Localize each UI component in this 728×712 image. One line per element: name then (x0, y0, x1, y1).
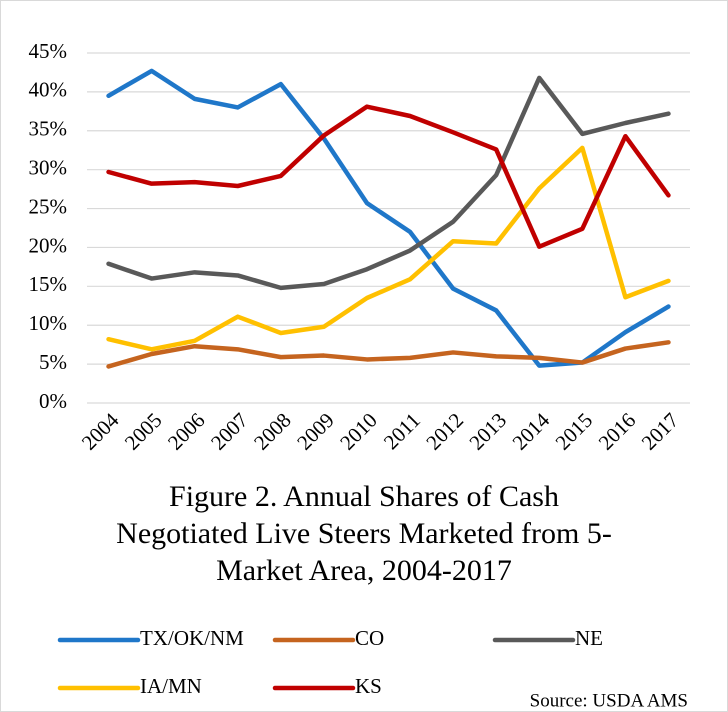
x-tick-label: 2009 (292, 408, 339, 455)
legend-label: NE (575, 626, 603, 650)
x-tick-label: 2013 (464, 408, 511, 455)
series-line (106, 104, 671, 249)
x-tick-label: 2015 (551, 408, 598, 455)
series-line (106, 340, 671, 369)
x-tick-label: 2017 (637, 408, 684, 455)
legend-label: CO (355, 626, 384, 650)
series-line (106, 68, 671, 368)
y-tick-label: 5% (39, 350, 67, 374)
x-tick-label: 2011 (379, 408, 425, 454)
source-note: Source: USDA AMS (530, 690, 688, 711)
x-tick-label: 2005 (120, 408, 167, 455)
x-tick-label: 2016 (594, 408, 641, 455)
chart-title: Figure 2. Annual Shares of Cash Negotiat… (116, 480, 612, 587)
y-tick-label: 45% (29, 39, 68, 63)
legend-label: TX/OK/NM (140, 626, 244, 650)
y-tick-label: 10% (29, 311, 68, 335)
legend-label: KS (355, 674, 382, 698)
y-tick-label: 35% (29, 117, 68, 141)
x-tick-label: 2008 (249, 408, 296, 455)
x-tick-label: 2004 (77, 408, 124, 455)
y-tick-label: 0% (39, 389, 67, 413)
legend-label: IA/MN (140, 674, 202, 698)
y-tick-label: 15% (29, 272, 68, 296)
x-tick-label: 2006 (163, 408, 210, 455)
y-tick-label: 40% (29, 78, 68, 102)
series-line (106, 75, 671, 291)
x-tick-label: 2014 (508, 408, 555, 455)
y-tick-label: 30% (29, 155, 68, 179)
x-tick-label: 2012 (421, 408, 468, 455)
x-tick-label: 2010 (335, 408, 382, 455)
y-tick-label: 25% (29, 194, 68, 218)
series-line (106, 145, 671, 352)
y-tick-label: 20% (29, 233, 68, 257)
x-tick-label: 2007 (206, 408, 253, 455)
